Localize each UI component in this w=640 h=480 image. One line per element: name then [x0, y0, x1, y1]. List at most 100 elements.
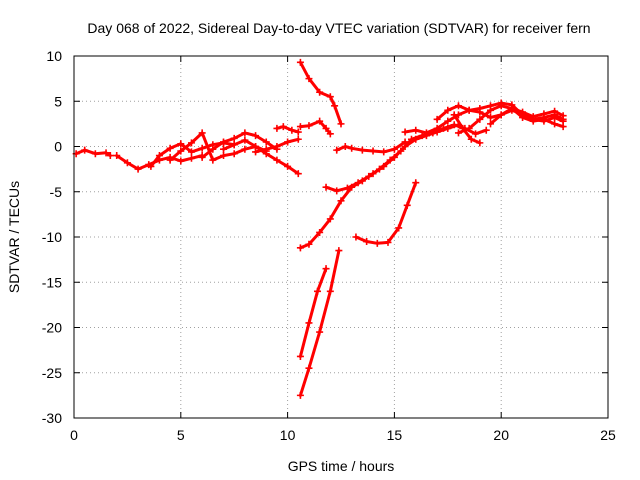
data-point	[476, 139, 484, 147]
series-line-seg-drop-high	[298, 60, 343, 126]
data-point	[482, 126, 490, 134]
series-seg-neg10-climb	[352, 179, 420, 247]
data-point	[519, 108, 527, 116]
data-point	[220, 145, 228, 153]
data-point	[241, 136, 249, 144]
data-point	[294, 170, 302, 178]
data-point	[433, 115, 441, 123]
data-point	[337, 120, 345, 128]
data-point	[467, 135, 475, 143]
data-point	[220, 152, 228, 160]
data-point	[358, 146, 366, 154]
series-seg-early-8	[273, 123, 302, 136]
data-point	[333, 187, 341, 195]
data-point	[284, 162, 292, 170]
data-point	[241, 129, 249, 137]
series-line-seg-early-4	[168, 131, 268, 162]
data-point	[401, 128, 409, 136]
series-layer	[72, 58, 567, 399]
data-point	[497, 102, 505, 110]
data-point	[412, 126, 420, 134]
data-point	[91, 150, 99, 158]
series-seg-rise-long	[296, 121, 462, 252]
data-point	[273, 124, 281, 132]
y-tick-label--10: -10	[42, 229, 62, 245]
data-point	[305, 364, 313, 372]
data-point	[384, 238, 392, 246]
data-point	[288, 126, 296, 134]
data-point	[262, 138, 270, 146]
chart-title: Day 068 of 2022, Sidereal Day-to-day VTE…	[87, 20, 590, 36]
data-point	[369, 147, 377, 155]
series-line-seg-rise-long	[298, 123, 460, 250]
x-tick-label-0: 0	[70, 427, 78, 443]
data-point	[450, 121, 458, 129]
y-tick-label--30: -30	[42, 410, 62, 426]
data-point	[331, 102, 339, 110]
series-seg-early-1	[72, 146, 114, 160]
data-point	[465, 106, 473, 114]
data-point	[187, 139, 195, 147]
data-point	[540, 110, 548, 118]
series-seg-low-loop	[322, 121, 490, 195]
data-point	[230, 150, 238, 158]
data-point	[465, 124, 473, 132]
y-tick-label--25: -25	[42, 365, 62, 381]
data-point	[551, 107, 559, 115]
data-point	[209, 156, 217, 164]
series-line-seg-early-8	[275, 125, 300, 134]
x-axis-label: GPS time / hours	[288, 458, 395, 474]
data-point	[198, 129, 206, 137]
series-seg-late-5	[450, 111, 484, 147]
data-point	[412, 179, 420, 187]
y-tick-label-5: 5	[54, 93, 62, 109]
data-point	[305, 319, 313, 327]
data-point	[348, 144, 356, 152]
y-axis-label: SDTVAR / TECUs	[6, 181, 22, 293]
data-point	[113, 152, 121, 160]
data-point	[123, 159, 131, 167]
data-point	[459, 124, 467, 132]
data-point	[341, 143, 349, 150]
data-point	[476, 115, 484, 123]
data-point	[422, 129, 430, 137]
series-seg-steep-a	[296, 265, 330, 360]
data-point	[326, 130, 334, 138]
series-seg-mid-flat	[333, 138, 409, 156]
data-point	[337, 197, 345, 205]
data-point	[252, 132, 260, 140]
data-point	[296, 352, 304, 360]
data-point	[440, 124, 448, 132]
data-point	[198, 144, 206, 152]
data-point	[403, 201, 411, 209]
y-tick-label-0: 0	[54, 139, 62, 155]
data-point	[314, 287, 322, 295]
data-point	[497, 111, 505, 119]
data-point	[166, 156, 174, 164]
data-point	[198, 153, 206, 161]
data-point	[316, 228, 324, 236]
data-point	[81, 146, 89, 154]
data-point	[322, 183, 330, 191]
grid	[74, 56, 608, 418]
data-point	[365, 172, 373, 180]
data-point	[444, 117, 452, 125]
series-line-seg-early-5	[200, 131, 279, 159]
data-point	[373, 239, 381, 247]
data-point	[273, 143, 281, 150]
data-point	[326, 215, 334, 223]
data-point	[252, 148, 260, 156]
y-tick-label-10: 10	[46, 48, 62, 64]
data-point	[316, 88, 324, 96]
data-point	[134, 165, 142, 173]
data-point	[529, 113, 537, 121]
data-point	[316, 328, 324, 336]
data-point	[508, 104, 516, 112]
series-seg-bump-11	[296, 117, 334, 138]
data-point	[559, 123, 567, 131]
data-point	[397, 147, 405, 155]
x-tick-label-15: 15	[387, 427, 403, 443]
series-seg-drop-high	[296, 58, 345, 128]
data-point	[326, 93, 334, 101]
